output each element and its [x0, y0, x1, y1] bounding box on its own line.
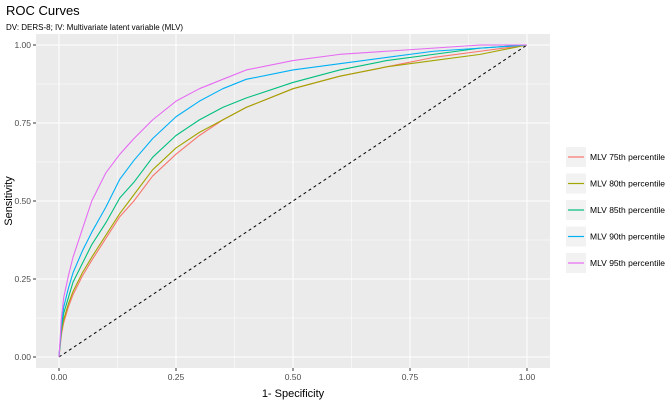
x-tick-label: 0.00 — [51, 372, 68, 382]
legend-label-4: MLV 90th percentile — [590, 232, 665, 242]
series-line-3 — [58, 44, 528, 358]
legend-label-2: MLV 80th percentile — [590, 179, 665, 189]
y-axis: 0.00 0.25 0.50 0.75 1.00 — [14, 40, 36, 362]
y-tick-label: 0.50 — [14, 196, 31, 206]
x-tick-label: 1.00 — [519, 372, 536, 382]
series-line-5 — [58, 44, 527, 358]
series-line-4 — [58, 44, 528, 358]
reference-line-layer — [58, 44, 528, 358]
y-tick-label: 0.25 — [14, 274, 31, 284]
chart-title: ROC Curves — [6, 3, 80, 18]
y-tick-label: 0.00 — [14, 352, 31, 362]
legend-label-1: MLV 75th percentile — [590, 152, 665, 162]
legend-label-5: MLV 95th percentile — [590, 258, 665, 268]
legend-label-3: MLV 85th percentile — [590, 205, 665, 215]
x-tick-label: 0.50 — [285, 372, 302, 382]
series-line-2 — [58, 44, 528, 358]
x-tick-label: 0.75 — [402, 372, 419, 382]
reference-diagonal-line — [58, 44, 528, 358]
y-tick-label: 0.75 — [14, 118, 31, 128]
grid-major — [36, 34, 550, 368]
x-axis: 0.00 0.25 0.50 0.75 1.00 — [51, 368, 536, 382]
y-axis-title: Sensitivity — [3, 176, 15, 226]
x-axis-title: 1- Specificity — [262, 388, 325, 400]
legend: MLV 75th percentile MLV 80th percentile ML… — [562, 140, 668, 273]
x-tick-label: 0.25 — [168, 372, 185, 382]
series-layer — [58, 44, 528, 358]
y-tick-label: 1.00 — [14, 40, 31, 50]
chart-subtitle: DV: DERS-8; IV: Multivariate latent vari… — [6, 23, 183, 32]
